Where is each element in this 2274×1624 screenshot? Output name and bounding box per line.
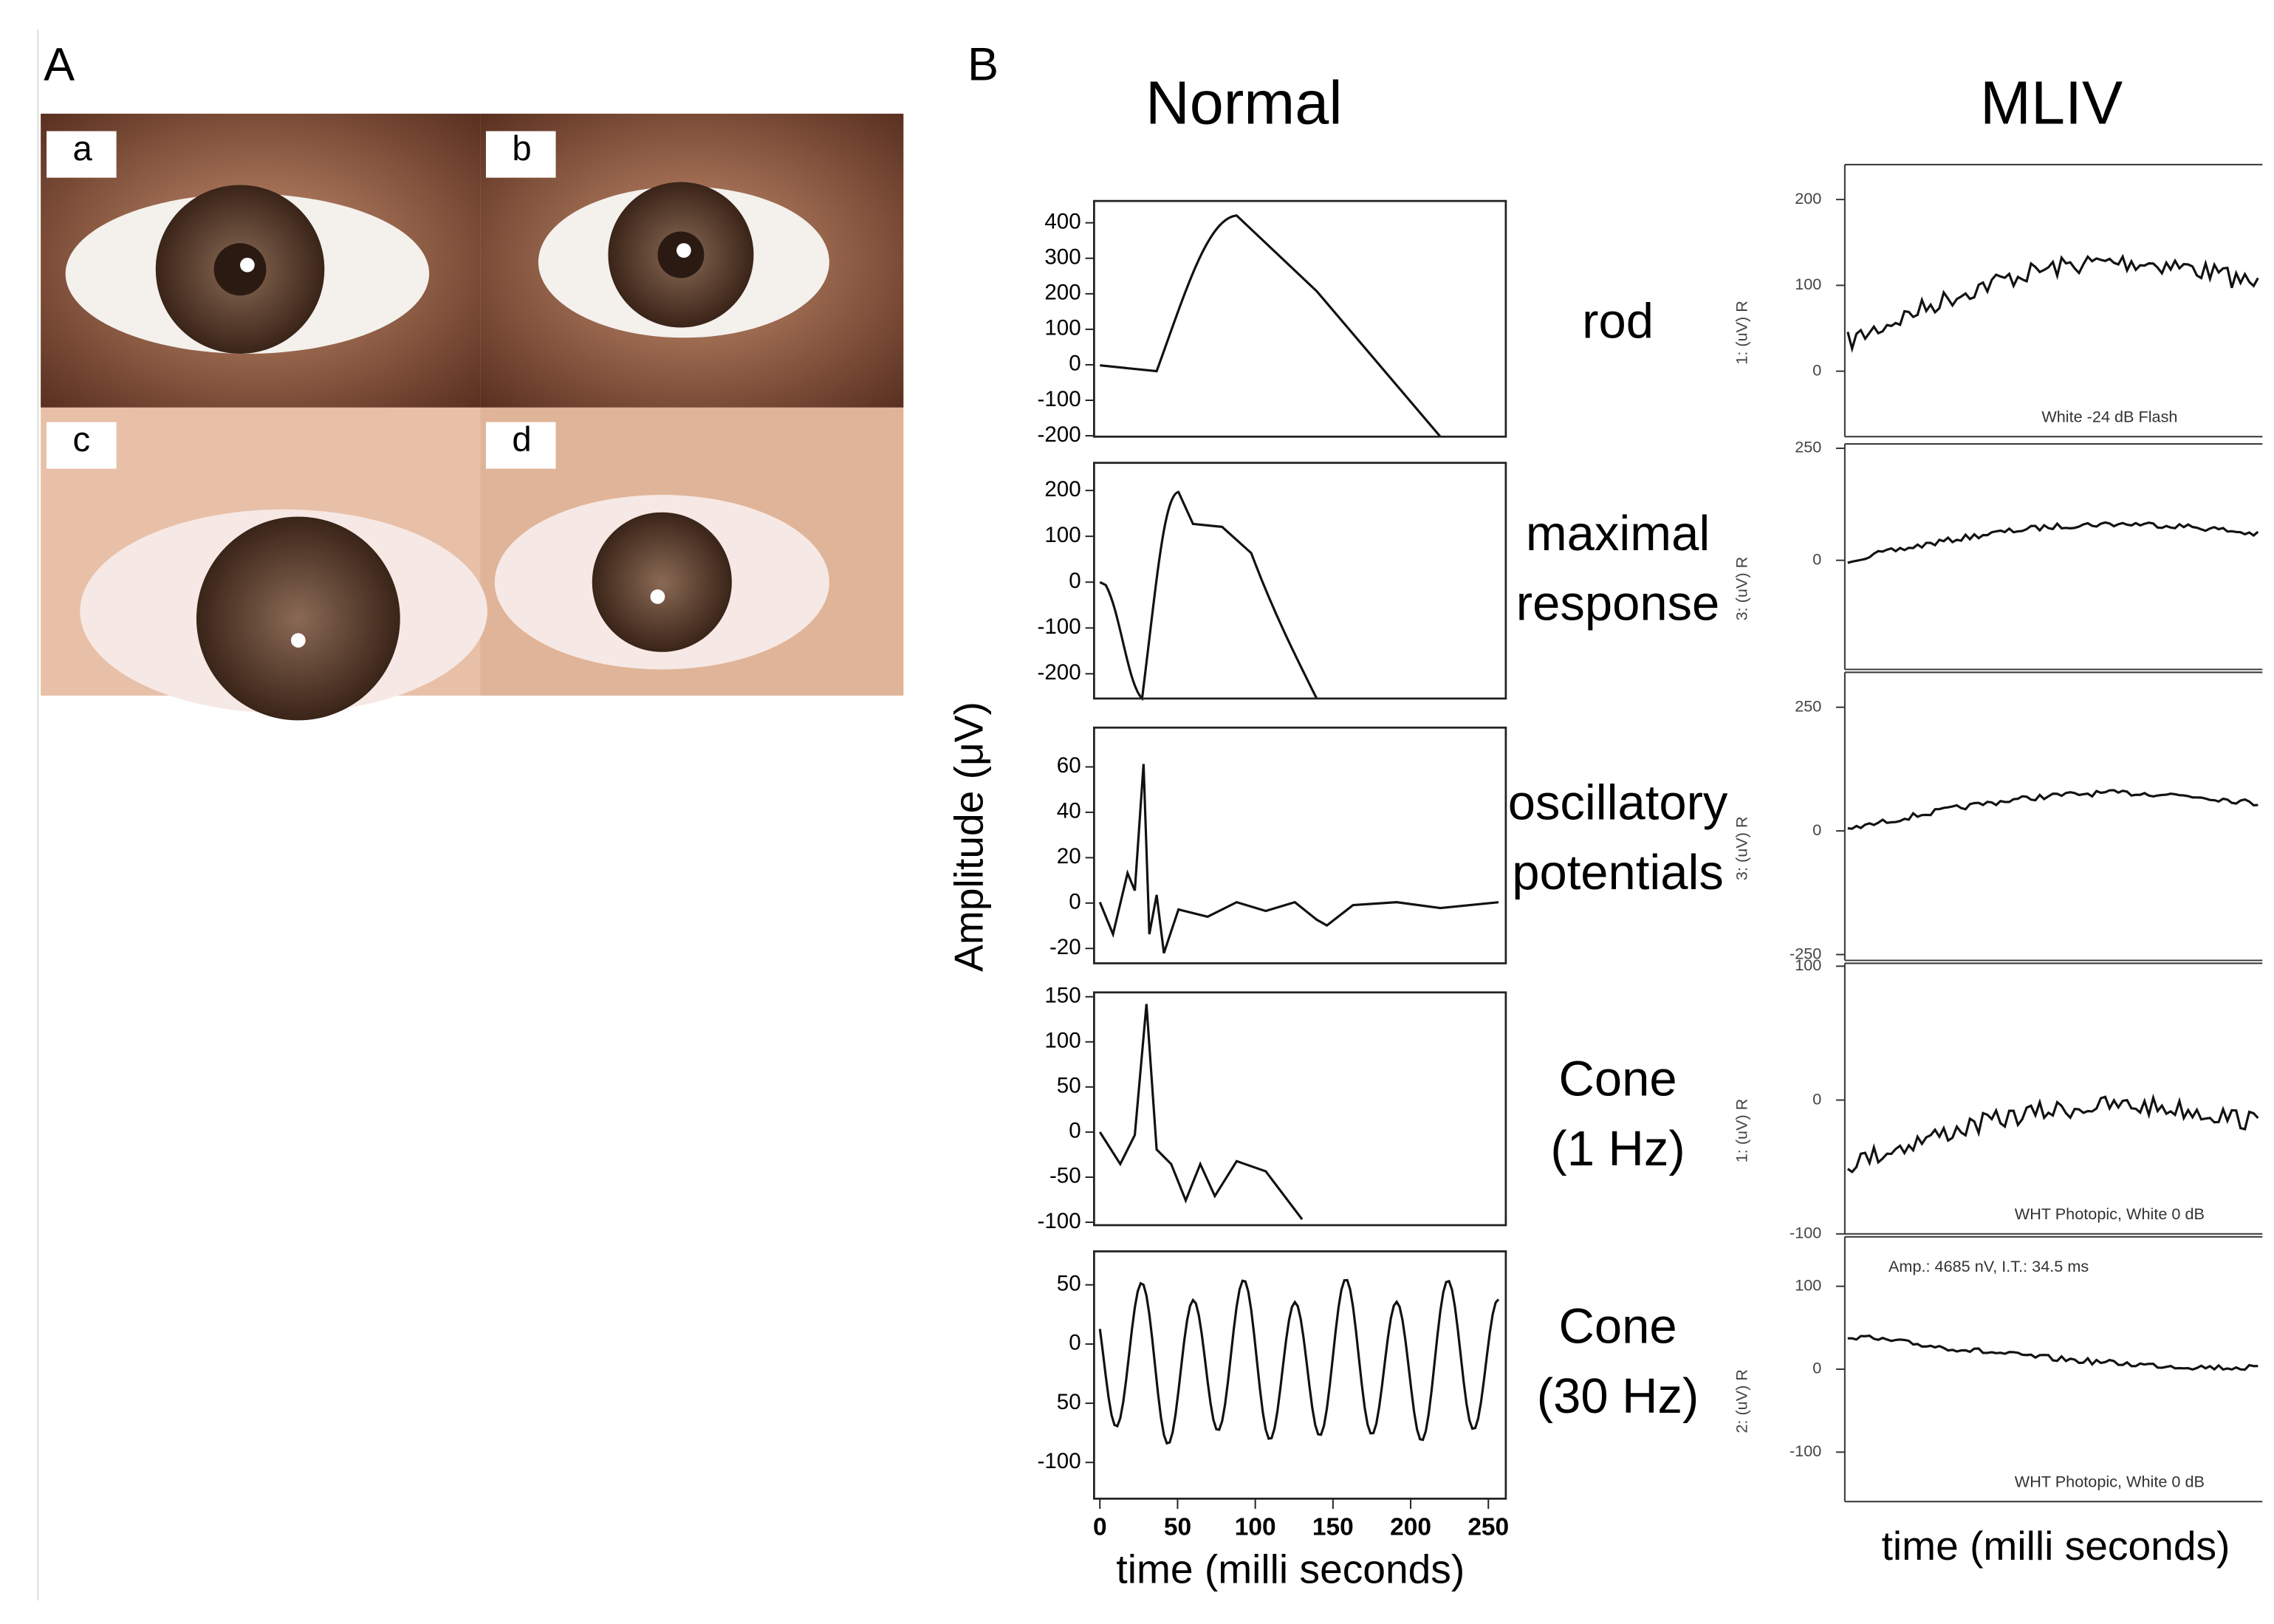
x-tick-label: 150 — [1312, 1514, 1354, 1541]
photo-label: c — [72, 420, 90, 459]
y-tick-label: 100 — [1044, 316, 1081, 340]
y-tick-label: 200 — [1044, 477, 1081, 501]
caption: WHT Photopic, White 0 dB — [2015, 1205, 2205, 1223]
channel-label: 3: (uV) R — [1733, 816, 1751, 880]
response-label: (1 Hz) — [1550, 1121, 1685, 1176]
y-tick-label: 40 — [1057, 799, 1081, 823]
y-tick-label: 300 — [1044, 245, 1081, 270]
y-tick-label: 60 — [1057, 753, 1081, 778]
y-tick-label: 0 — [1812, 549, 1821, 568]
y-tick-label: 50 — [1057, 1390, 1081, 1414]
y-tick-label: 0 — [1812, 1359, 1821, 1377]
plot-frame — [1093, 1250, 1507, 1500]
response-label: Cone — [1559, 1299, 1677, 1354]
photo-label: b — [512, 129, 531, 168]
y-axis-label: Amplitude (μV) — [945, 702, 991, 972]
response-label: rod — [1582, 293, 1654, 349]
photo-label-box — [47, 131, 117, 178]
y-tick-label: 250 — [1795, 438, 1821, 456]
y-tick-label: -100 — [1038, 387, 1081, 411]
y-tick-label: 0 — [1812, 820, 1821, 839]
y-tick-label: 0 — [1812, 1089, 1821, 1108]
caption: White -24 dB Flash — [2041, 408, 2177, 426]
plot-frame — [1093, 726, 1507, 965]
x-axis-label: time (milli seconds) — [1882, 1523, 2230, 1569]
response-label: Cone — [1559, 1052, 1677, 1107]
caption: WHT Photopic, White 0 dB — [2015, 1473, 2205, 1491]
plot-frame — [1093, 462, 1507, 700]
y-tick-label: 100 — [1044, 523, 1081, 547]
photo-label-box — [485, 131, 556, 178]
y-tick-label: -100 — [1038, 1449, 1081, 1473]
y-tick-label: 100 — [1795, 1275, 1821, 1294]
response-label: oscillatory — [1508, 775, 1728, 830]
y-tick-label: 0 — [1069, 890, 1081, 914]
channel-label: 3: (uV) R — [1733, 557, 1751, 621]
y-tick-label: 0 — [1069, 1331, 1081, 1355]
photo-label: d — [512, 420, 531, 459]
trace — [1847, 1335, 2258, 1371]
x-tick-label: 250 — [1468, 1514, 1509, 1541]
y-tick-label: -100 — [1038, 1209, 1081, 1233]
channel-label: 1: (uV) R — [1733, 1099, 1751, 1163]
y-tick-label: -200 — [1038, 660, 1081, 685]
x-tick-label: 200 — [1390, 1514, 1431, 1541]
y-tick-label: -50 — [1049, 1164, 1081, 1188]
y-tick-label: -200 — [1038, 422, 1081, 447]
y-tick-label: -100 — [1790, 1442, 1821, 1460]
annotation: Amp.: 4685 nV, I.T.: 34.5 ms — [1888, 1257, 2089, 1275]
response-label: response — [1516, 575, 1720, 631]
column-title: Normal — [1145, 69, 1343, 137]
y-tick-label: 150 — [1044, 983, 1081, 1007]
trace — [1847, 789, 2258, 830]
panel-label: B — [968, 39, 999, 91]
response-label: potentials — [1512, 845, 1724, 900]
x-tick-label: 50 — [1164, 1514, 1191, 1541]
response-label: maximal — [1526, 506, 1710, 561]
y-tick-label: 0 — [1069, 1119, 1081, 1143]
channel-label: 1: (uV) R — [1733, 301, 1751, 365]
trace — [1846, 253, 2259, 353]
panel-label: A — [44, 39, 75, 91]
eye-photos — [41, 113, 904, 721]
trace — [1847, 521, 2259, 564]
y-tick-label: 100 — [1795, 275, 1821, 293]
y-tick-label: -100 — [1790, 1223, 1821, 1241]
y-tick-label: 100 — [1044, 1029, 1081, 1053]
normal-traces — [1098, 214, 1500, 1445]
y-tick-label: 200 — [1795, 189, 1821, 208]
x-tick-label: 100 — [1235, 1514, 1276, 1541]
y-tick-label: -100 — [1038, 614, 1081, 639]
y-tick-label: 100 — [1795, 956, 1821, 974]
y-tick-label: 200 — [1044, 281, 1081, 305]
response-label: (30 Hz) — [1537, 1368, 1699, 1424]
y-tick-label: 250 — [1795, 696, 1821, 715]
y-tick-label: -20 — [1049, 935, 1081, 959]
trace — [1846, 1093, 2259, 1174]
plot-frame — [1093, 199, 1507, 438]
y-tick-label: 20 — [1057, 844, 1081, 868]
y-tick-label: 50 — [1057, 1074, 1081, 1098]
y-tick-label: 0 — [1812, 360, 1821, 379]
x-tick-label: 0 — [1093, 1514, 1107, 1541]
y-tick-label: 50 — [1057, 1272, 1081, 1296]
photo-label-box — [485, 422, 556, 469]
column-title: MLIV — [1980, 69, 2123, 137]
photo-label: a — [72, 129, 92, 168]
y-tick-label: 400 — [1044, 209, 1081, 233]
plot-frame — [1093, 991, 1507, 1227]
y-tick-label: 0 — [1069, 352, 1081, 376]
y-tick-label: 0 — [1069, 569, 1081, 593]
x-axis-label: time (milli seconds) — [1116, 1546, 1465, 1592]
channel-label: 2: (uV) R — [1733, 1369, 1751, 1433]
photo-label-box — [47, 422, 117, 469]
y-tick-label: -250 — [1790, 944, 1821, 962]
